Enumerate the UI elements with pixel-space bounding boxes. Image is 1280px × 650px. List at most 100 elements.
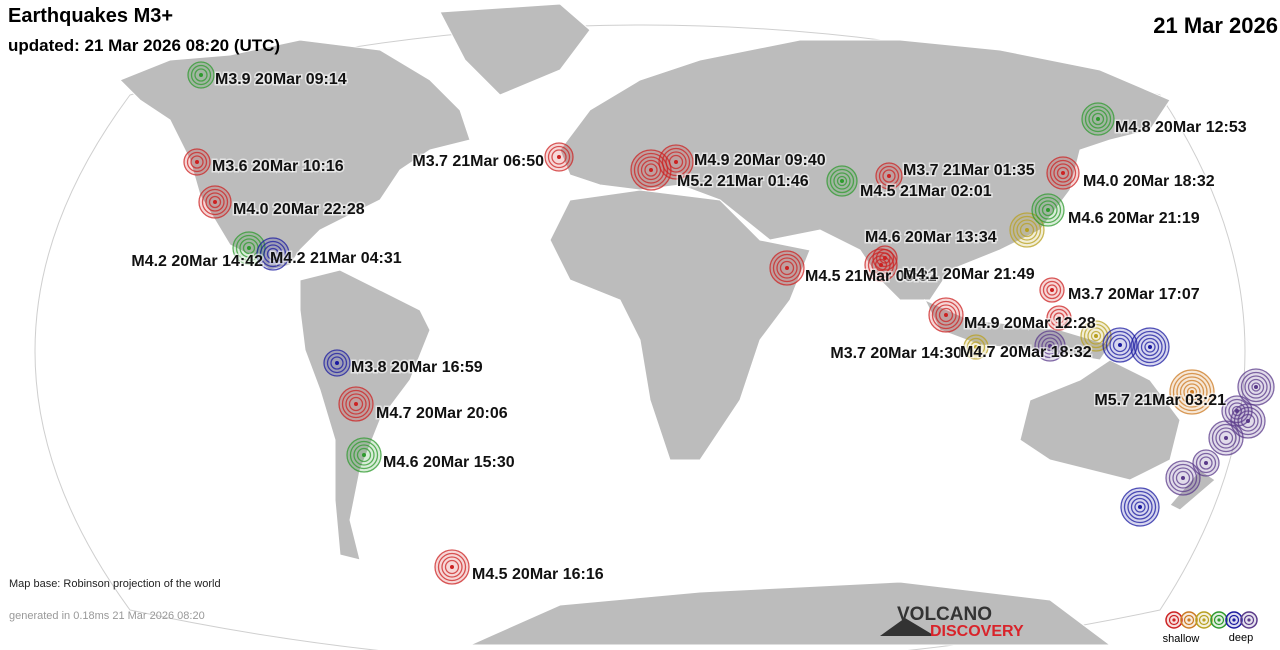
marker-ring <box>341 389 371 419</box>
marker-ring <box>259 240 287 268</box>
marker-ring <box>1240 413 1256 429</box>
marker-dot <box>271 252 275 256</box>
marker-ring <box>1218 430 1234 446</box>
legend-deep: deep <box>1229 632 1253 644</box>
quake-marker <box>338 386 374 422</box>
marker-ring <box>966 337 986 357</box>
quake-marker <box>1102 327 1138 363</box>
legend-dot <box>1217 618 1221 622</box>
marker-ring <box>1215 427 1237 449</box>
quake-marker <box>544 142 574 172</box>
marker-ring <box>1165 460 1201 496</box>
marker-ring <box>1091 112 1105 126</box>
marker-ring <box>547 145 571 169</box>
marker-ring <box>1053 163 1073 183</box>
marker-ring <box>1012 215 1042 245</box>
marker-ring <box>1009 212 1045 248</box>
quake-label: M4.5 21Mar 08:32 <box>805 268 937 285</box>
marker-dot <box>1046 208 1050 212</box>
marker-dot <box>354 402 358 406</box>
marker-ring <box>1175 470 1191 486</box>
quake-marker <box>434 549 470 585</box>
marker-ring <box>826 165 858 197</box>
map-base: Map base: Robinson projection of the wor… <box>9 578 221 590</box>
marker-ring <box>356 447 372 463</box>
south-america <box>299 269 431 561</box>
quake-marker <box>1237 368 1275 406</box>
marker-ring <box>776 257 798 279</box>
marker-ring <box>1172 372 1212 412</box>
marker-ring <box>1172 467 1194 489</box>
marker-dot <box>974 345 978 349</box>
quake-label: M4.5 20Mar 16:16 <box>472 566 604 583</box>
marker-ring <box>1042 280 1062 300</box>
legend-dot <box>1187 618 1191 622</box>
quake-marker <box>187 61 215 89</box>
marker-ring <box>1134 501 1146 513</box>
quake-marker <box>323 349 351 377</box>
logo-icon <box>880 618 935 636</box>
quake-label: M4.1 20Mar 21:49 <box>903 266 1035 283</box>
marker-ring <box>1183 383 1201 401</box>
quake-label: M4.9 20Mar 12:28 <box>964 315 1096 332</box>
land <box>119 3 1216 646</box>
marker-ring <box>1192 449 1220 477</box>
marker-ring <box>637 156 665 184</box>
marker-ring <box>1084 105 1112 133</box>
title: Earthquakes M3+ <box>8 5 173 27</box>
quake-label: M4.6 20Mar 13:34 <box>865 229 997 246</box>
legend-ring <box>1198 614 1210 626</box>
quake-marker <box>1120 487 1160 527</box>
marker-ring <box>1199 456 1213 470</box>
marker-ring <box>190 64 212 86</box>
marker-ring <box>1240 371 1272 403</box>
updated: updated: 21 Mar 2026 08:20 (UTC) <box>8 36 280 55</box>
quake-label: M3.8 20Mar 16:59 <box>351 359 483 376</box>
quake-label: M4.2 20Mar 14:42 <box>131 253 263 270</box>
marker-ring <box>938 307 954 323</box>
marker-ring <box>349 440 379 470</box>
legend: shallow deep <box>1163 611 1258 645</box>
quake-label: M4.6 20Mar 15:30 <box>383 454 515 471</box>
quake-marker <box>1009 212 1045 248</box>
marker-ring <box>437 552 467 582</box>
marker-ring <box>1211 423 1241 453</box>
marker-ring <box>1237 368 1275 406</box>
quake-marker <box>875 162 903 190</box>
marker-ring <box>935 304 957 326</box>
marker-ring <box>772 253 802 283</box>
marker-ring <box>769 250 805 286</box>
marker-dot <box>1246 419 1250 423</box>
marker-dot <box>674 160 678 164</box>
marker-ring <box>644 163 658 177</box>
marker-ring <box>1208 420 1244 456</box>
marker-ring <box>266 247 280 261</box>
quake-label: M4.7 20Mar 18:32 <box>960 344 1092 361</box>
marker-ring <box>1123 490 1157 524</box>
marker-dot <box>335 361 339 365</box>
antarctica <box>469 581 1112 646</box>
marker-dot <box>1204 461 1208 465</box>
marker-ring <box>1144 341 1156 353</box>
marker-ring <box>1046 305 1072 331</box>
marker-dot <box>1050 288 1054 292</box>
marker-dot <box>199 73 203 77</box>
legend-ring <box>1183 614 1195 626</box>
marker-ring <box>263 244 283 264</box>
generated: generated in 0.18ms 21 Mar 2026 08:20 <box>9 610 205 622</box>
quake-marker <box>1039 277 1065 303</box>
marker-dot <box>1094 334 1098 338</box>
marker-ring <box>1251 382 1261 392</box>
marker-ring <box>1090 330 1102 342</box>
quake-marker <box>198 185 232 219</box>
marker-ring <box>931 300 961 330</box>
marker-ring <box>345 393 367 415</box>
marker-dot <box>1061 171 1065 175</box>
legend-dot <box>1202 618 1206 622</box>
marker-ring <box>1195 452 1217 474</box>
marker-ring <box>1130 497 1150 517</box>
marker-ring <box>353 444 375 466</box>
marker-ring <box>1179 379 1205 405</box>
logo-top: VOLCANO <box>897 604 992 625</box>
quake-label: M4.8 20Mar 12:53 <box>1115 119 1247 136</box>
